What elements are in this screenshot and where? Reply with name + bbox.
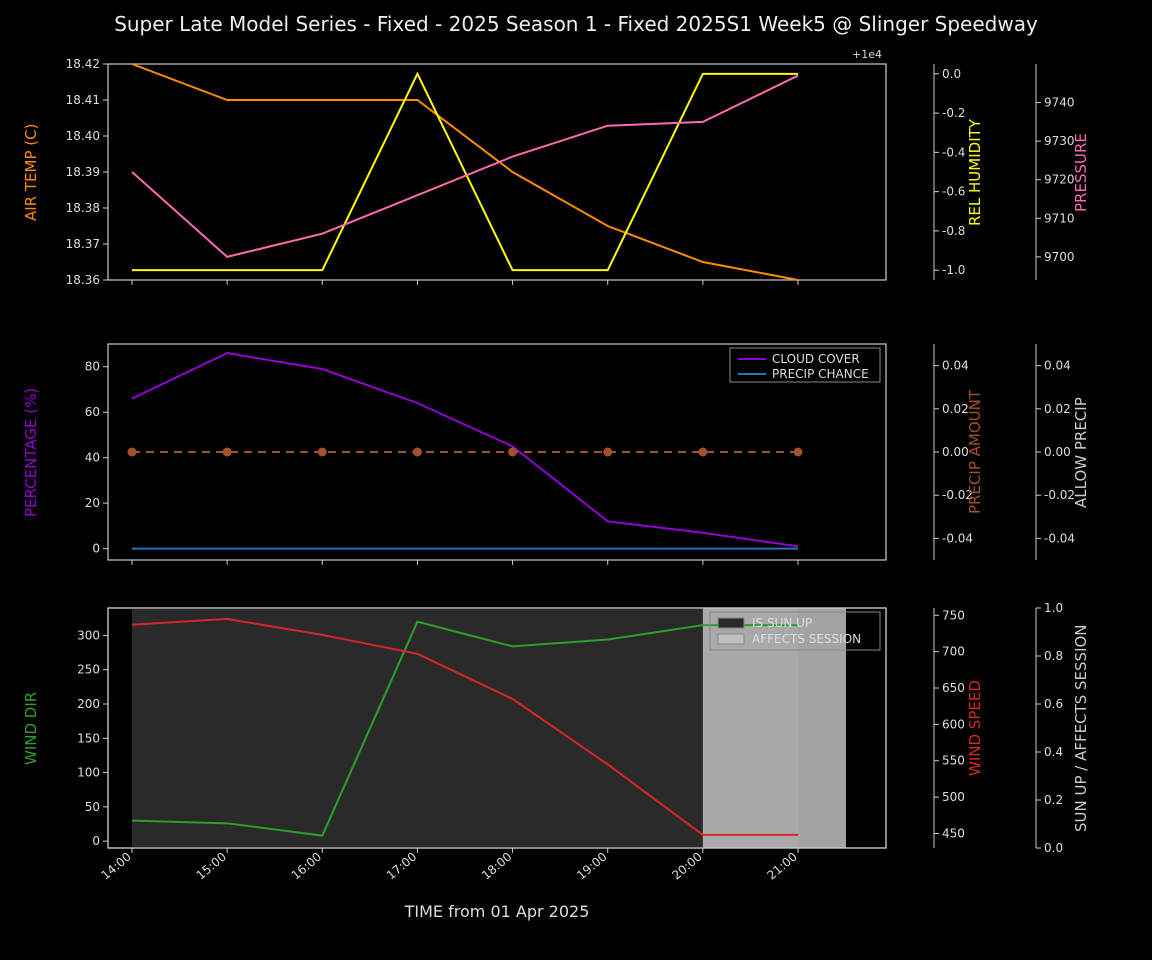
svg-text:CLOUD COVER: CLOUD COVER: [772, 352, 860, 366]
svg-text:0.02: 0.02: [1044, 402, 1071, 416]
svg-text:650: 650: [942, 681, 965, 695]
svg-text:40: 40: [85, 451, 100, 465]
wind-dir-axis-label: WIND DIR: [22, 691, 40, 764]
pressure-axis-label: PRESSURE: [1072, 133, 1090, 212]
svg-text:-0.4: -0.4: [942, 145, 965, 159]
svg-text:9740: 9740: [1044, 96, 1075, 110]
wind-speed-axis-label: WIND SPEED: [966, 680, 984, 776]
x-tick-label: 19:00: [574, 850, 609, 883]
svg-text:0: 0: [92, 834, 100, 848]
svg-text:18.38: 18.38: [66, 201, 100, 215]
x-axis-label: TIME from 01 Apr 2025: [108, 902, 886, 921]
svg-text:20: 20: [85, 496, 100, 510]
svg-text:-0.02: -0.02: [1044, 488, 1075, 502]
precip-amount-marker: [223, 448, 232, 457]
air-temp-axis-label: AIR TEMP (C): [22, 123, 40, 220]
allow-precip-axis-label: ALLOW PRECIP: [1072, 397, 1090, 508]
svg-text:0: 0: [92, 542, 100, 556]
svg-text:-0.04: -0.04: [1044, 531, 1075, 545]
x-tick-label: 20:00: [669, 850, 704, 883]
x-tick-label: 17:00: [384, 850, 419, 883]
svg-text:700: 700: [942, 645, 965, 659]
precip-amount-marker: [318, 448, 327, 457]
svg-text:0.0: 0.0: [942, 67, 961, 81]
svg-text:9720: 9720: [1044, 173, 1075, 187]
svg-text:550: 550: [942, 754, 965, 768]
svg-text:500: 500: [942, 790, 965, 804]
svg-text:18.39: 18.39: [66, 165, 100, 179]
svg-text:0.02: 0.02: [942, 402, 969, 416]
precip-amount-axis-label: PRECIP AMOUNT: [966, 390, 984, 514]
precip-amount-marker: [128, 448, 137, 457]
svg-text:0.4: 0.4: [1044, 745, 1063, 759]
svg-text:-0.8: -0.8: [942, 224, 965, 238]
svg-text:18.36: 18.36: [66, 273, 100, 287]
svg-text:0.0: 0.0: [1044, 841, 1063, 855]
svg-text:1.0: 1.0: [1044, 601, 1063, 615]
svg-text:60: 60: [85, 405, 100, 419]
x-tick-label: 16:00: [289, 850, 324, 883]
svg-text:18.42: 18.42: [66, 57, 100, 71]
rel-humidity-axis-label: REL HUMIDITY: [966, 119, 984, 226]
svg-text:0.04: 0.04: [942, 359, 969, 373]
x-tick-label: 21:00: [764, 850, 799, 883]
is-sun-up-fill: [132, 608, 798, 848]
svg-text:-0.6: -0.6: [942, 185, 965, 199]
precip-amount-marker: [603, 448, 612, 457]
svg-text:100: 100: [77, 766, 100, 780]
svg-text:150: 150: [77, 731, 100, 745]
svg-text:0.6: 0.6: [1044, 697, 1063, 711]
svg-text:-0.04: -0.04: [942, 531, 973, 545]
svg-text:18.40: 18.40: [66, 129, 100, 143]
svg-text:9730: 9730: [1044, 134, 1075, 148]
svg-text:-0.2: -0.2: [942, 106, 965, 120]
svg-text:300: 300: [77, 628, 100, 642]
svg-text:AFFECTS SESSION: AFFECTS SESSION: [752, 632, 861, 646]
svg-text:-1.0: -1.0: [942, 263, 965, 277]
x-tick-label: 15:00: [194, 850, 229, 883]
svg-text:18.37: 18.37: [66, 237, 100, 251]
svg-text:600: 600: [942, 717, 965, 731]
x-tick-label: 18:00: [479, 850, 514, 883]
svg-text:50: 50: [85, 800, 100, 814]
precip-amount-marker: [508, 448, 517, 457]
svg-text:80: 80: [85, 360, 100, 374]
svg-text:750: 750: [942, 608, 965, 622]
svg-text:0.00: 0.00: [1044, 445, 1071, 459]
percentage-axis-label: PERCENTAGE (%): [22, 387, 40, 516]
precip-amount-marker: [698, 448, 707, 457]
svg-text:PRECIP CHANCE: PRECIP CHANCE: [772, 367, 869, 381]
svg-text:0.04: 0.04: [1044, 359, 1071, 373]
precip-amount-marker: [794, 448, 803, 457]
svg-text:9710: 9710: [1044, 211, 1075, 225]
svg-text:0.2: 0.2: [1044, 793, 1063, 807]
svg-text:200: 200: [77, 697, 100, 711]
sun-axis-label: SUN UP / AFFECTS SESSION: [1072, 624, 1090, 832]
svg-text:250: 250: [77, 663, 100, 677]
svg-text:IS SUN UP: IS SUN UP: [752, 616, 812, 630]
svg-text:450: 450: [942, 826, 965, 840]
svg-text:18.41: 18.41: [66, 93, 100, 107]
x-tick-label: 14:00: [98, 850, 133, 883]
svg-text:+1e4: +1e4: [852, 48, 882, 61]
svg-text:9700: 9700: [1044, 250, 1075, 264]
svg-text:0.00: 0.00: [942, 445, 969, 459]
svg-text:0.8: 0.8: [1044, 649, 1063, 663]
precip-amount-marker: [413, 448, 422, 457]
